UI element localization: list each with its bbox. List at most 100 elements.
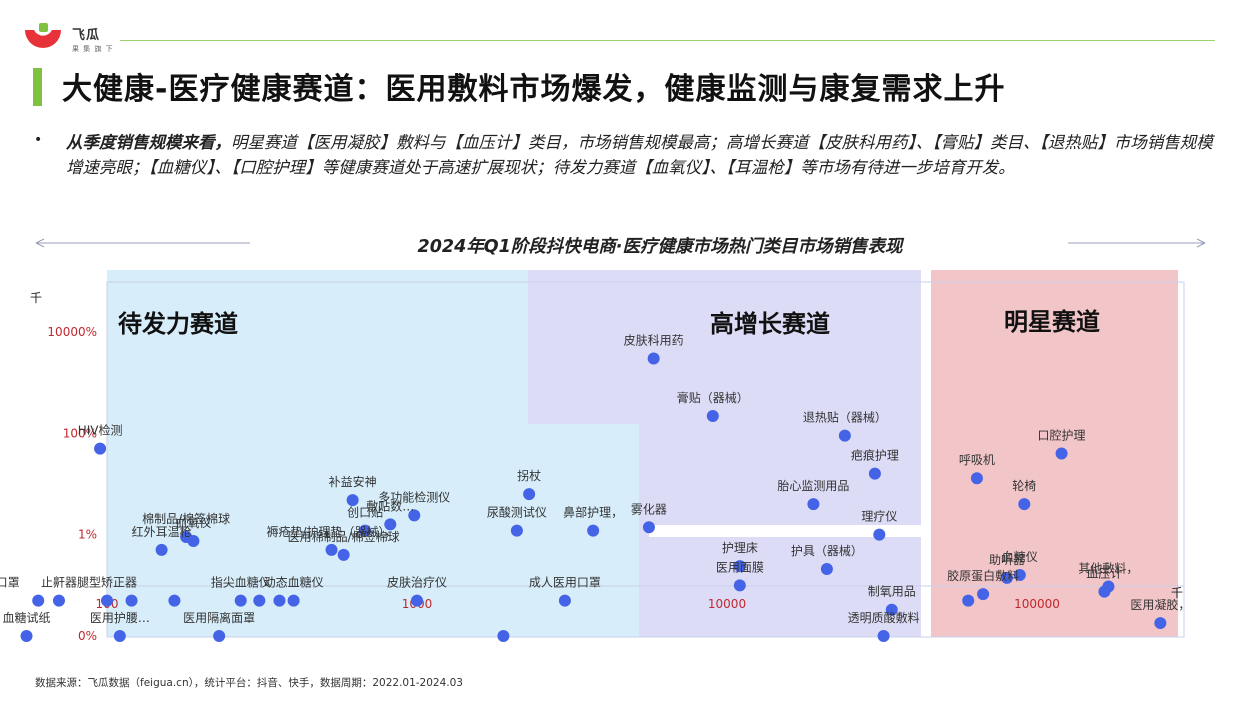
data-point-label: 医用面膜 [716, 560, 764, 574]
data-point-label: 医用隔离面罩 [183, 610, 255, 625]
summary-lead: 从季度销售规模来看， [66, 133, 231, 152]
data-point [733, 579, 746, 592]
data-point-label: 鼻部护理， [563, 505, 623, 520]
data-point-label: 儿童医用口罩 [0, 575, 20, 590]
data-point [1154, 617, 1167, 630]
data-point-label: 拐杖 [517, 468, 541, 483]
plot-frame [106, 281, 1185, 638]
data-point [642, 521, 655, 534]
data-point-label: 医用凝胶， [1130, 597, 1190, 612]
data-point [20, 630, 33, 642]
bullet-marker: • [34, 132, 43, 148]
zone-high-growth [528, 270, 921, 637]
data-point [1018, 498, 1031, 511]
data-point [384, 518, 397, 531]
data-point-label: 护具（器械） [791, 543, 863, 558]
data-point-label: 透明质酸敷料 [848, 610, 920, 625]
data-point-label: 雾化器 [631, 502, 667, 516]
header-divider [120, 40, 1215, 41]
data-point-label: 补益安神 [329, 474, 377, 489]
data-point-label: 其他敷料， [1078, 560, 1138, 575]
data-point-label: 尿酸测试仪 [487, 505, 547, 520]
data-point [213, 630, 226, 642]
data-point [1000, 571, 1013, 584]
data-point-label: 理疗仪 [861, 510, 897, 524]
arrow-right-icon [1196, 238, 1206, 248]
data-point [94, 442, 107, 455]
data-point [408, 509, 421, 522]
data-point [510, 524, 523, 537]
y-tick-label: 0% [78, 629, 97, 643]
data-point [52, 594, 65, 607]
data-point [970, 472, 983, 485]
data-source-note: 数据来源：飞瓜数据（feigua.cn），统计平台：抖音、快手，数据周期：202… [35, 677, 463, 689]
y-unit-label: 千 [30, 291, 42, 305]
data-point-label: 棉制品/棉签棉球 [142, 511, 230, 526]
title-accent-bar [33, 68, 42, 106]
brand-subtitle: 果 集 旗 下 [72, 45, 114, 53]
data-point [32, 594, 45, 607]
data-point-label: 口腔护理 [1038, 427, 1086, 442]
data-point-label: 医用护腰… [90, 611, 150, 625]
data-point-label: 医用棉制品/棉签棉球 [288, 529, 400, 544]
data-point-label: 胶原蛋白敷料 [947, 568, 1019, 583]
y-tick-label: 10000% [47, 325, 97, 339]
data-point-label: 护理床 [722, 541, 758, 555]
data-point [346, 494, 359, 507]
data-point [838, 429, 851, 442]
data-point-label: 膏贴（器械） [677, 390, 749, 405]
x-tick-label: 100000 [1014, 597, 1060, 611]
data-point-label: 胎心监测用品 [777, 479, 849, 493]
data-point [885, 603, 898, 616]
data-point [868, 467, 881, 480]
data-point-label: 血糖仪 [1002, 549, 1038, 564]
data-point [187, 534, 200, 547]
zone-label: 待发力赛道 [118, 310, 238, 338]
data-point [977, 588, 990, 601]
data-point [125, 594, 138, 607]
data-point [325, 543, 338, 556]
data-point-label: 退热贴（器械） [803, 410, 887, 425]
data-point [523, 488, 536, 501]
y-tick-label: 100% [63, 426, 97, 440]
data-point-label: 腿型矫正器 [77, 575, 137, 590]
x-tick-label: 10000 [708, 597, 746, 611]
zone-high-growth-lower [649, 537, 921, 637]
page-title: 大健康-医疗健康赛道：医用敷料市场爆发，健康监测与康复需求上升 [62, 72, 1006, 107]
data-point [807, 498, 820, 511]
data-point [1098, 585, 1111, 598]
data-point-label: 红外耳温枪 [132, 524, 192, 539]
data-point [647, 352, 660, 365]
feigua-logo-icon [25, 23, 61, 48]
zone-star [931, 270, 1178, 637]
data-point-label: HIV检测 [78, 423, 123, 438]
data-point [1055, 447, 1068, 460]
data-point-label: 血糖试纸 [3, 610, 51, 625]
data-point [155, 543, 168, 556]
data-point-label: 指尖血糖仪 [211, 575, 271, 590]
data-point-label: 疤痕护理 [851, 448, 899, 463]
data-point [113, 630, 126, 642]
data-point-label: 制氧用品 [868, 585, 916, 599]
data-point [273, 594, 286, 607]
data-point [101, 594, 113, 607]
data-point-label: 轮椅 [1012, 479, 1036, 493]
zone-label: 明星赛道 [1004, 308, 1100, 336]
data-point [587, 524, 600, 537]
data-point-label: 血压计 [1086, 567, 1122, 581]
data-point-label: 呼吸机 [959, 453, 995, 467]
data-point-label: 敷贴数… [366, 498, 414, 513]
data-point [962, 594, 975, 607]
data-point [820, 563, 833, 576]
data-point-label: 创口贴 [347, 506, 383, 520]
summary-paragraph: 从季度销售规模来看，明星赛道【医用凝胶】敷料与【血压计】类目，市场销售规模最高；… [66, 130, 1216, 180]
data-point-label: 动态血糖仪 [264, 575, 324, 590]
data-point-label: 皮肤科用药 [624, 332, 684, 347]
summary-text: 明星赛道【医用凝胶】敷料与【血压计】类目，市场销售规模最高；高增长赛道【皮肤科用… [66, 133, 1213, 177]
y-tick-label: 1% [78, 528, 97, 542]
data-point [706, 409, 719, 422]
data-point-label: 皮肤治疗仪 [387, 575, 447, 590]
data-point-label: 褥疮垫/护理垫（器械）， [267, 524, 397, 539]
data-point-label: 血氧仪 [175, 516, 211, 530]
